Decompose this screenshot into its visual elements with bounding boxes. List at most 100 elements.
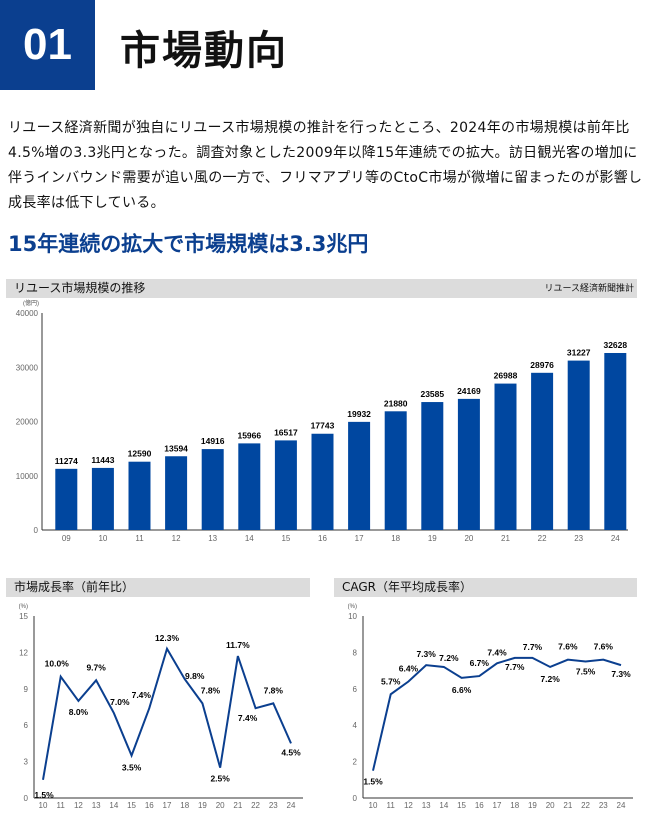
data-label: 7.4% bbox=[132, 690, 152, 700]
x-tick-label: 12 bbox=[172, 534, 181, 543]
x-tick-label: 10 bbox=[369, 801, 378, 810]
page-title: 市場動向 bbox=[120, 28, 288, 74]
x-tick-label: 20 bbox=[216, 801, 225, 810]
series-line bbox=[372, 656, 622, 771]
x-tick-label: 14 bbox=[439, 801, 448, 810]
bar bbox=[604, 352, 627, 530]
x-tick-label: 13 bbox=[422, 801, 431, 810]
x-tick-label: 10 bbox=[98, 534, 107, 543]
bar-value-label: 23585 bbox=[420, 389, 444, 399]
bar bbox=[91, 467, 114, 530]
x-tick-label: 18 bbox=[180, 801, 189, 810]
x-tick-label: 22 bbox=[581, 801, 590, 810]
bar bbox=[311, 433, 334, 530]
x-tick-label: 21 bbox=[233, 801, 242, 810]
x-tick-label: 19 bbox=[198, 801, 207, 810]
x-tick-label: 12 bbox=[404, 801, 413, 810]
series-line bbox=[42, 646, 292, 780]
x-tick-label: 16 bbox=[145, 801, 154, 810]
x-tick-label: 15 bbox=[127, 801, 136, 810]
data-label: 9.7% bbox=[86, 662, 106, 672]
x-tick-label: 16 bbox=[475, 801, 484, 810]
y-tick-label: 10 bbox=[348, 612, 357, 621]
bar-value-label: 26988 bbox=[494, 371, 518, 381]
data-label: 7.8% bbox=[201, 685, 221, 695]
bar bbox=[274, 440, 297, 530]
bar-value-label: 14916 bbox=[201, 436, 225, 446]
x-tick-label: 19 bbox=[528, 801, 537, 810]
x-tick-label: 22 bbox=[251, 801, 260, 810]
y-unit: (%) bbox=[348, 604, 357, 610]
x-tick-label: 17 bbox=[355, 534, 364, 543]
x-tick-label: 13 bbox=[208, 534, 217, 543]
data-label: 7.5% bbox=[576, 667, 596, 677]
bar-chart-source: リユース経済新聞推計 bbox=[544, 284, 634, 294]
data-label: 7.8% bbox=[264, 685, 284, 695]
data-label: 7.3% bbox=[611, 669, 631, 679]
x-tick-label: 12 bbox=[74, 801, 83, 810]
data-label: 7.4% bbox=[487, 647, 507, 657]
bar bbox=[238, 443, 261, 530]
data-label: 5.7% bbox=[381, 676, 401, 686]
y-tick-label: 8 bbox=[353, 648, 358, 657]
data-label: 7.2% bbox=[439, 653, 459, 663]
y-tick-label: 9 bbox=[24, 685, 29, 694]
bar-value-label: 17743 bbox=[311, 421, 335, 431]
subtitle: 15年連続の拡大で市場規模は3.3兆円 bbox=[8, 232, 369, 256]
y-tick-label: 6 bbox=[353, 685, 358, 694]
data-label: 7.4% bbox=[238, 713, 258, 723]
y-tick-label: 3 bbox=[24, 758, 29, 767]
data-label: 6.7% bbox=[470, 658, 490, 668]
data-label: 12.3% bbox=[155, 633, 180, 643]
bar-value-label: 24169 bbox=[457, 386, 481, 396]
data-label: 1.5% bbox=[363, 777, 383, 787]
x-tick-label: 14 bbox=[109, 801, 118, 810]
bar-value-label: 16517 bbox=[274, 427, 298, 437]
x-tick-label: 18 bbox=[391, 534, 400, 543]
bar-value-label: 32628 bbox=[603, 340, 627, 350]
bar bbox=[531, 372, 554, 530]
x-tick-label: 11 bbox=[387, 801, 396, 810]
x-tick-label: 23 bbox=[269, 801, 278, 810]
data-label: 3.5% bbox=[122, 763, 142, 773]
data-label: 4.5% bbox=[281, 747, 301, 757]
data-label: 7.6% bbox=[558, 642, 578, 652]
data-label: 9.8% bbox=[185, 671, 205, 681]
x-tick-label: 23 bbox=[599, 801, 608, 810]
bar-value-label: 13594 bbox=[164, 443, 188, 453]
y-tick-label: 20000 bbox=[16, 418, 39, 427]
data-label: 7.7% bbox=[523, 642, 543, 652]
bar bbox=[421, 402, 444, 530]
x-tick-label: 17 bbox=[493, 801, 502, 810]
section-number: 01 bbox=[0, 0, 95, 90]
x-tick-label: 10 bbox=[39, 801, 48, 810]
data-label: 7.7% bbox=[505, 662, 525, 672]
data-label: 7.2% bbox=[540, 674, 560, 684]
y-tick-label: 0 bbox=[34, 526, 39, 535]
x-tick-label: 23 bbox=[574, 534, 583, 543]
data-label: 6.4% bbox=[399, 664, 419, 674]
x-tick-label: 15 bbox=[457, 801, 466, 810]
bar bbox=[165, 456, 188, 530]
bar bbox=[348, 421, 371, 530]
data-label: 7.6% bbox=[594, 642, 614, 652]
x-tick-label: 16 bbox=[318, 534, 327, 543]
y-tick-label: 40000 bbox=[16, 309, 39, 318]
data-label: 1.5% bbox=[34, 790, 54, 800]
bar-value-label: 11443 bbox=[91, 455, 114, 465]
x-tick-label: 11 bbox=[135, 534, 144, 543]
bar-value-label: 28976 bbox=[530, 360, 554, 370]
y-tick-label: 30000 bbox=[16, 363, 39, 372]
x-tick-label: 24 bbox=[287, 801, 296, 810]
y-tick-label: 12 bbox=[19, 648, 28, 657]
x-tick-label: 17 bbox=[163, 801, 172, 810]
y-tick-label: 4 bbox=[353, 721, 358, 730]
bar-value-label: 19932 bbox=[347, 409, 371, 419]
x-tick-label: 20 bbox=[546, 801, 555, 810]
data-label: 10.0% bbox=[45, 659, 70, 669]
bar bbox=[567, 360, 590, 530]
y-unit: (億円) bbox=[23, 299, 39, 307]
data-label: 7.3% bbox=[416, 649, 436, 659]
y-tick-label: 0 bbox=[24, 794, 29, 803]
